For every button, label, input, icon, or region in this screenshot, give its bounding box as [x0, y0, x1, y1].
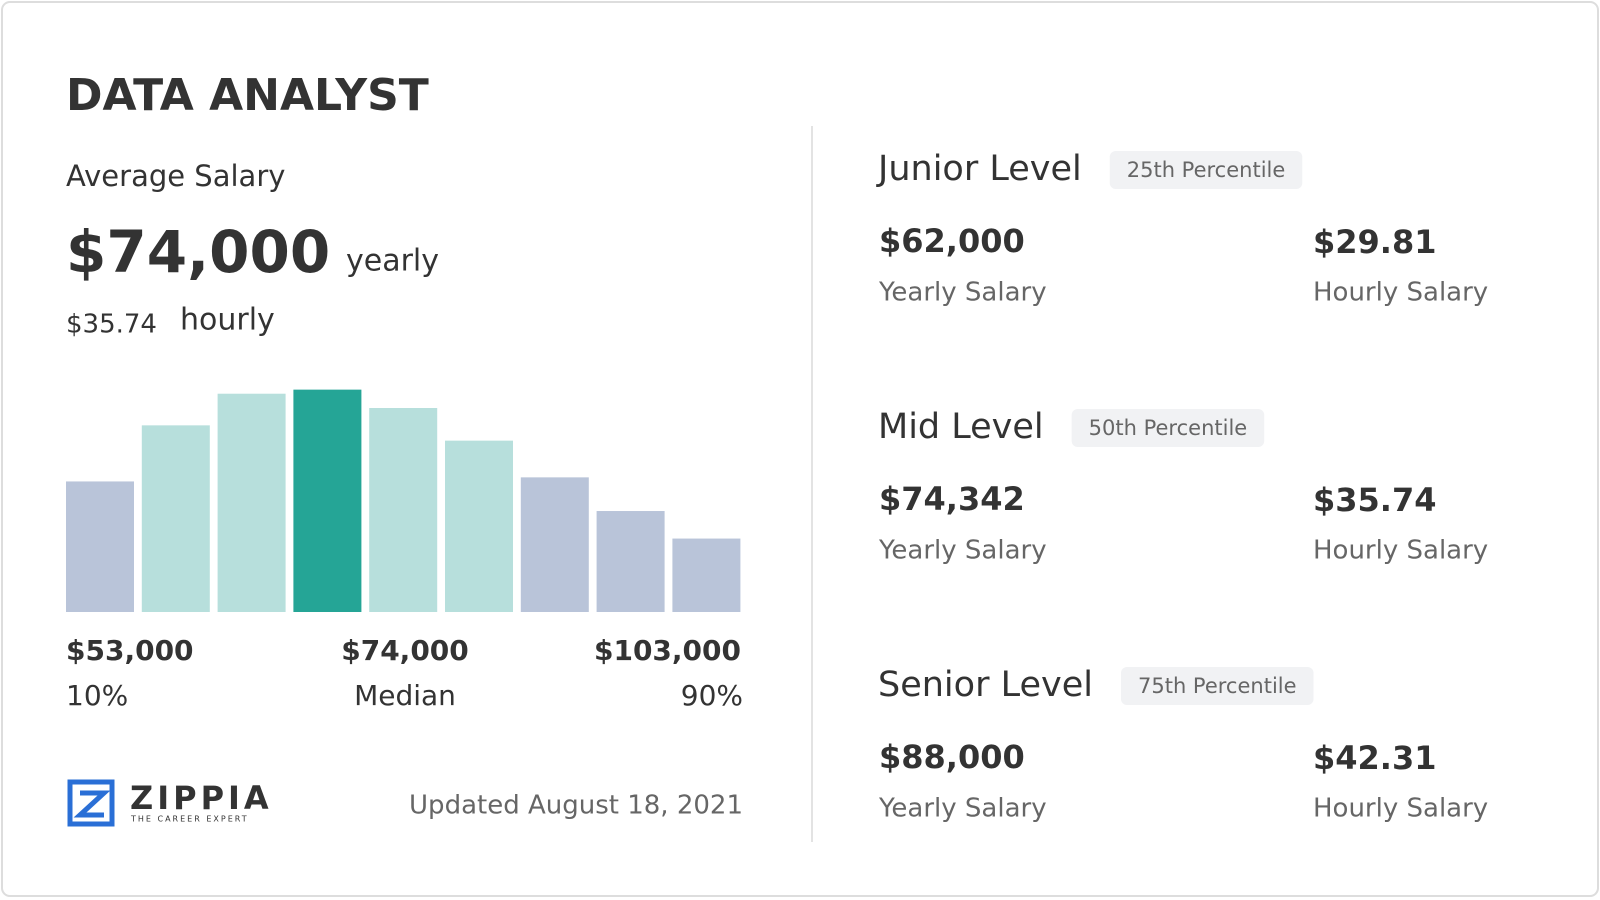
histogram-bar — [66, 481, 134, 612]
badge-label: 75th Percentile — [1138, 674, 1297, 698]
histogram-bar — [672, 538, 741, 612]
hourly-label: Hourly Salary — [1313, 536, 1488, 566]
axis-caption: 90% — [681, 679, 743, 712]
brand: ZIPPIA — [130, 779, 273, 817]
badge — [1071, 409, 1265, 447]
axis-amount: $103,000 — [594, 634, 741, 667]
histogram-bar — [596, 511, 665, 612]
badge-label: 25th Percentile — [1127, 158, 1286, 182]
job-title: DATA ANALYST — [66, 70, 429, 121]
level-name: Junior Level — [876, 149, 1082, 189]
tagline: THE CAREER EXPERT — [130, 815, 249, 824]
yearly-unit: yearly — [346, 244, 439, 279]
hourly-salary: $29.81 — [1313, 223, 1436, 261]
average-label: Average Salary — [66, 159, 285, 193]
updated: Updated August 18, 2021 — [409, 791, 743, 821]
histogram-bar — [217, 393, 286, 612]
levels: Junior Level 25th Percentile $62,000 Yearly… — [876, 149, 1488, 824]
yearly-salary: $62,000 — [879, 222, 1025, 260]
level-name: Senior Level — [878, 665, 1093, 705]
yearly-salary: $74,342 — [879, 480, 1025, 518]
yearly-label: Yearly Salary — [878, 278, 1047, 308]
axis-caption: Median — [354, 679, 456, 712]
axis-amount: $53,000 — [66, 634, 194, 667]
axis-caption: 10% — [66, 679, 128, 712]
yearly-label: Yearly Salary — [878, 794, 1047, 824]
hourly-salary: $42.31 — [1313, 739, 1436, 777]
average-hourly: $35.74 — [66, 310, 157, 340]
histogram — [66, 389, 741, 612]
level-name: Mid Level — [878, 407, 1044, 447]
hourly-label: Hourly Salary — [1313, 794, 1488, 824]
level: Junior Level 25th Percentile $62,000 Yearly… — [876, 149, 1488, 308]
average-yearly: $74,000 — [66, 218, 330, 286]
histogram-bar — [141, 425, 210, 612]
yearly-salary: $88,000 — [879, 738, 1025, 776]
histogram-bar — [293, 389, 362, 612]
hourly-salary: $35.74 — [1313, 481, 1436, 519]
logo-icon — [67, 779, 115, 827]
hourly-unit: hourly — [180, 303, 275, 338]
level: Mid Level 50th Percentile $74,342 Yearly Sa… — [878, 407, 1488, 566]
histogram-bar — [520, 477, 589, 612]
histogram-bar — [369, 408, 438, 612]
histogram-bar — [445, 440, 513, 612]
badge — [1109, 151, 1303, 189]
hourly-label: Hourly Salary — [1313, 278, 1488, 308]
badge-label: 50th Percentile — [1089, 416, 1248, 440]
badge — [1120, 667, 1314, 705]
level: Senior Level 75th Percentile $88,000 Yearly… — [878, 665, 1488, 824]
axis-amount: $74,000 — [341, 634, 469, 667]
yearly-label: Yearly Salary — [878, 536, 1047, 566]
